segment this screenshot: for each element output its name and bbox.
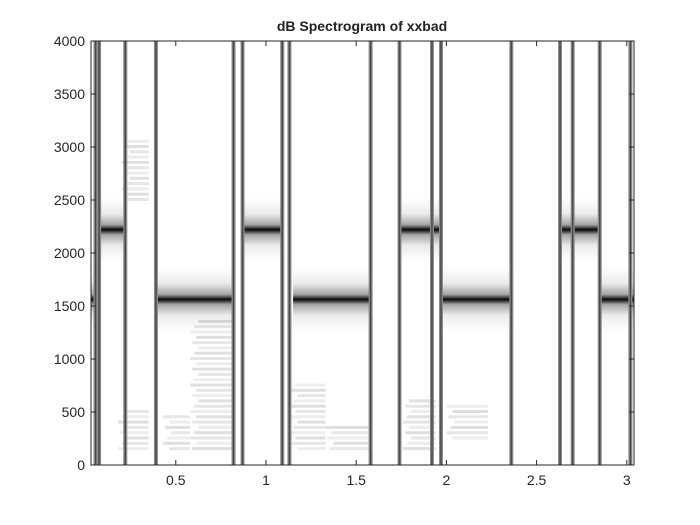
- tone-band: [293, 268, 371, 332]
- x-tick-label: 1.5: [346, 472, 366, 488]
- tone-band: [439, 268, 513, 332]
- tone-band: [158, 268, 236, 332]
- tone-band: [558, 198, 598, 262]
- y-tick-label: 500: [62, 404, 86, 420]
- transient-core: [431, 41, 433, 465]
- transient-core: [370, 41, 372, 465]
- transient-core: [572, 41, 574, 465]
- transient-core: [599, 41, 601, 465]
- y-tick-label: 2000: [54, 245, 85, 261]
- transient-core: [233, 41, 235, 465]
- transient-core: [511, 41, 513, 465]
- transient-core: [98, 41, 100, 465]
- transient-core: [125, 41, 127, 465]
- plot-background: [91, 41, 634, 465]
- plot-area: [91, 41, 634, 465]
- x-tick-label: 0.5: [166, 472, 186, 488]
- transient-core: [242, 41, 244, 465]
- y-tick-label: 3000: [54, 139, 85, 155]
- y-tick-label: 0: [77, 457, 85, 473]
- x-tick-label: 1: [262, 472, 270, 488]
- transient-core: [559, 41, 561, 465]
- tone-band: [244, 198, 284, 262]
- transient-core: [440, 41, 442, 465]
- y-tick-label: 2500: [54, 192, 85, 208]
- x-tick-label: 2.5: [527, 472, 547, 488]
- y-tick-label: 3500: [54, 86, 85, 102]
- y-tick-label: 1000: [54, 351, 85, 367]
- y-tick-label: 4000: [54, 33, 85, 49]
- transient-core: [281, 41, 283, 465]
- transient-core: [289, 41, 291, 465]
- transient-core: [155, 41, 157, 465]
- y-tick-label: 1500: [54, 298, 85, 314]
- x-tick-label: 2: [442, 472, 450, 488]
- chart-title: dB Spectrogram of xxbad: [277, 18, 447, 34]
- transient-core: [399, 41, 401, 465]
- x-tick-label: 3: [623, 472, 631, 488]
